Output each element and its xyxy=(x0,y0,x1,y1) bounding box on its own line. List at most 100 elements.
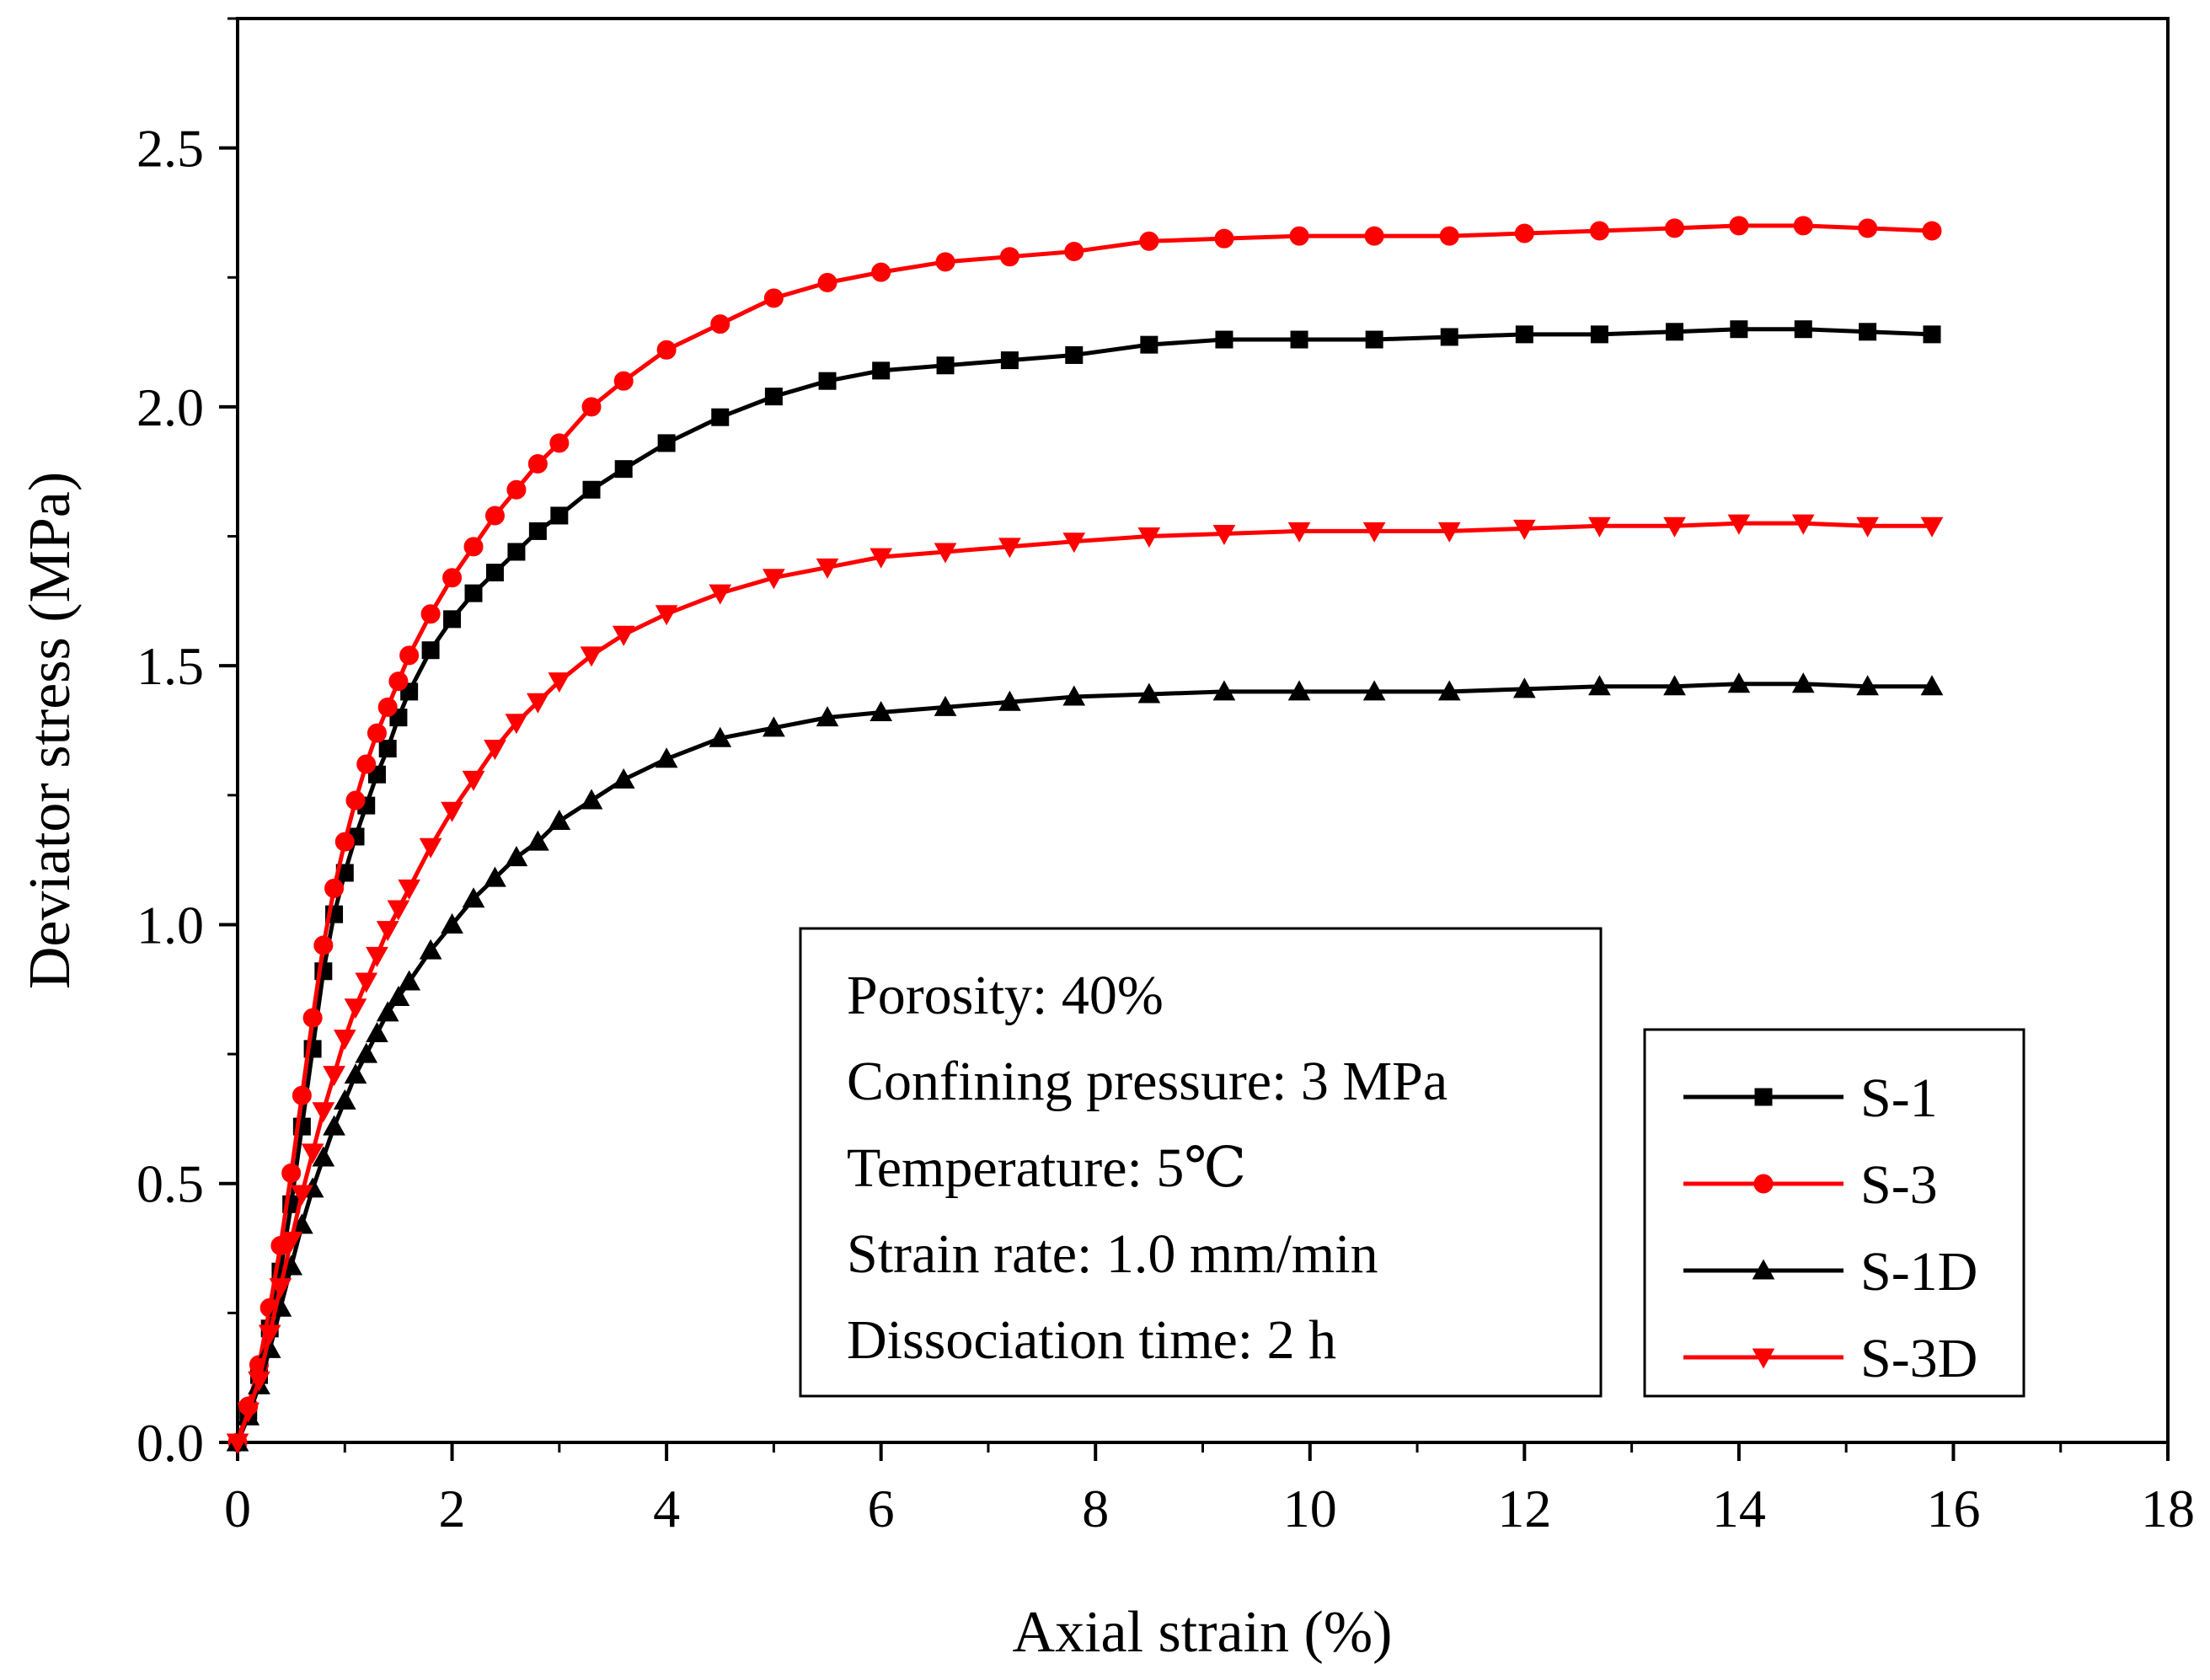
y-tick-label-1-0: 1.0 xyxy=(136,895,204,955)
point-s-3d xyxy=(291,1185,313,1206)
point-s-1 xyxy=(764,388,783,406)
point-s-3d xyxy=(312,1102,335,1123)
info-confining-pressure: Confining pressure: 3 MPa xyxy=(847,1051,1447,1112)
point-s-3d xyxy=(1588,516,1611,538)
point-s-3 xyxy=(367,723,387,743)
series-s-3d xyxy=(226,514,1944,1454)
point-s-3d xyxy=(505,714,528,735)
point-s-3 xyxy=(613,371,634,391)
point-s-3d xyxy=(398,879,420,900)
point-s-1 xyxy=(1859,323,1877,341)
x-tick-label-4: 4 xyxy=(653,1479,680,1538)
point-s-3 xyxy=(345,790,366,811)
point-s-3 xyxy=(420,604,441,624)
point-s-3 xyxy=(1289,226,1309,246)
point-s-3d xyxy=(1791,514,1815,535)
point-s-3d xyxy=(484,740,506,761)
point-s-1d xyxy=(1512,677,1536,698)
point-s-3 xyxy=(656,340,677,360)
point-s-3 xyxy=(999,247,1019,267)
point-s-1d xyxy=(1856,675,1879,696)
info-temperature: Temperature: 5℃ xyxy=(847,1137,1246,1199)
legend: S-1 S-3 S-1D S-3D xyxy=(1643,1028,2025,1398)
point-s-3 xyxy=(1064,242,1084,262)
x-tick-label-0: 0 xyxy=(224,1479,251,1538)
series-line-s-3 xyxy=(235,223,1933,1443)
legend-marker-s-1 xyxy=(1754,1088,1773,1106)
point-s-3d xyxy=(1856,516,1879,538)
point-s-1 xyxy=(550,506,569,525)
point-s-3d xyxy=(548,672,571,693)
point-s-1d xyxy=(505,846,528,867)
point-s-3 xyxy=(302,1008,323,1028)
legend-label-s-3: S-3 xyxy=(1860,1154,1938,1216)
point-s-1 xyxy=(1923,325,1941,344)
point-s-3d xyxy=(1137,527,1161,548)
point-s-3 xyxy=(1439,226,1459,246)
point-s-3 xyxy=(313,935,334,955)
point-s-1 xyxy=(614,460,633,479)
legend-label-s-3d: S-3D xyxy=(1860,1328,1977,1389)
point-s-3 xyxy=(1514,223,1534,243)
y-tick-label-0-5: 0.5 xyxy=(136,1154,204,1214)
legend-marker-s-3d xyxy=(1752,1348,1775,1369)
point-s-1 xyxy=(1000,351,1019,370)
series-layer xyxy=(226,216,1944,1454)
point-s-1d xyxy=(387,985,410,1006)
point-s-3d xyxy=(258,1324,281,1346)
point-s-1d xyxy=(398,970,420,991)
point-s-1 xyxy=(1065,345,1084,364)
info-strain-rate: Strain rate: 1.0 mm/min xyxy=(847,1223,1378,1285)
point-s-1 xyxy=(421,641,440,660)
point-s-3d xyxy=(280,1231,302,1252)
point-s-1d xyxy=(1212,680,1236,701)
point-s-3 xyxy=(442,568,463,588)
point-s-1 xyxy=(818,372,837,390)
x-tick-label-6: 6 xyxy=(868,1479,895,1538)
point-s-1d xyxy=(655,747,678,768)
x-tick-label-8: 8 xyxy=(1082,1479,1109,1538)
x-tick-label-18: 18 xyxy=(2141,1479,2195,1538)
legend-label-s-1: S-1 xyxy=(1860,1067,1938,1129)
point-s-3 xyxy=(1922,221,1942,241)
point-s-1d xyxy=(1137,682,1161,704)
point-s-1d xyxy=(527,830,549,851)
point-s-3d xyxy=(323,1066,345,1087)
point-s-1d xyxy=(344,1063,367,1084)
point-s-3 xyxy=(1364,226,1384,246)
point-s-3 xyxy=(1665,218,1685,238)
point-s-3d xyxy=(1920,516,1944,538)
point-s-1d xyxy=(934,695,957,716)
point-s-3d xyxy=(1437,522,1461,543)
point-s-3d xyxy=(301,1143,324,1164)
legend-markers xyxy=(1683,1088,1843,1369)
x-tick-label-16: 16 xyxy=(1926,1479,1980,1538)
point-s-1 xyxy=(1515,325,1533,344)
point-s-3 xyxy=(356,754,377,774)
point-s-3d xyxy=(1727,514,1751,535)
point-s-1d xyxy=(323,1115,345,1136)
legend-marker-s-3 xyxy=(1753,1174,1774,1194)
point-s-1d xyxy=(1362,680,1386,701)
point-s-3d xyxy=(527,693,549,714)
point-s-3 xyxy=(549,433,570,453)
point-s-1d xyxy=(462,887,485,908)
point-s-1d xyxy=(484,866,506,887)
point-s-3 xyxy=(388,671,409,692)
info-box-frame xyxy=(799,927,1603,1398)
point-s-3 xyxy=(710,314,730,334)
point-s-1d xyxy=(580,789,603,810)
point-s-3 xyxy=(1589,221,1609,241)
point-s-3d xyxy=(998,538,1021,559)
info-dissociation-time: Dissociation time: 2 h xyxy=(847,1309,1336,1371)
point-s-3 xyxy=(871,262,891,282)
point-s-3d xyxy=(1287,522,1311,543)
point-s-3d xyxy=(237,1402,260,1423)
point-s-3d xyxy=(816,558,839,579)
point-s-3 xyxy=(763,288,784,308)
point-s-3d xyxy=(1212,524,1236,546)
point-s-1d xyxy=(366,1021,388,1043)
point-s-3 xyxy=(1858,218,1878,238)
point-s-3d xyxy=(376,921,399,942)
